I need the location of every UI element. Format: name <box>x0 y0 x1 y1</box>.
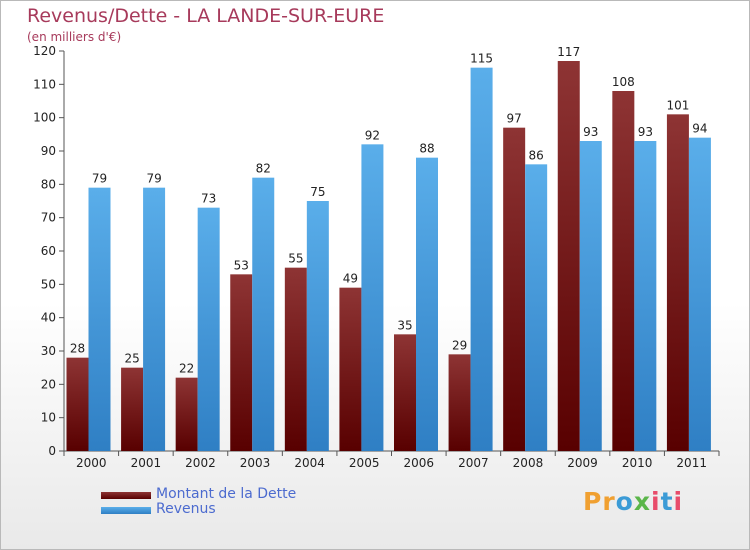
bar-value-label: 88 <box>419 142 434 156</box>
y-tick-label: 120 <box>33 44 56 58</box>
x-tick-label: 2011 <box>676 456 707 470</box>
y-tick-label: 30 <box>41 344 56 358</box>
y-tick-label: 0 <box>48 444 56 458</box>
bar <box>525 164 548 452</box>
y-tick-label: 90 <box>41 144 56 158</box>
bar-value-label: 73 <box>201 192 216 206</box>
y-tick-label: 40 <box>41 311 56 325</box>
y-tick-label: 10 <box>41 411 56 425</box>
bar <box>503 127 526 452</box>
x-tick-label: 2002 <box>185 456 216 470</box>
chart-subtitle: (en milliers d'€) <box>27 30 122 44</box>
x-tick-label: 2004 <box>294 456 325 470</box>
bar <box>612 91 635 451</box>
bar <box>394 334 416 451</box>
bar-value-label: 35 <box>397 318 412 332</box>
legend-swatch-debt <box>101 492 151 499</box>
bar-value-label: 82 <box>256 162 271 176</box>
bars <box>66 61 711 452</box>
x-tick-label: 2001 <box>131 456 162 470</box>
bar-value-label: 108 <box>612 75 635 89</box>
bar-value-label: 25 <box>124 352 139 366</box>
bar <box>470 67 493 452</box>
bar <box>361 144 384 452</box>
bar <box>284 267 307 451</box>
chart-title: Revenus/Dette - LA LANDE-SUR-EURE <box>27 5 385 27</box>
y-tick-label: 110 <box>33 77 56 91</box>
x-tick-label: 2007 <box>458 456 489 470</box>
x-tick-label: 2008 <box>513 456 544 470</box>
legend-label-revenus: Revenus <box>156 501 216 517</box>
bar-value-label: 92 <box>365 128 380 142</box>
bar-value-label: 115 <box>470 52 493 66</box>
bar-value-label: 101 <box>666 98 689 112</box>
bar <box>175 377 198 451</box>
bar <box>66 357 89 451</box>
x-tick-label: 2005 <box>349 456 380 470</box>
bar-value-label: 93 <box>583 125 598 139</box>
bar-value-label: 94 <box>692 122 707 136</box>
bar <box>306 201 329 451</box>
bar-value-label: 22 <box>179 362 194 376</box>
axes: 0 10 20 30 40 50 60 70 80 90 100 110 120 2000 2001 2002… <box>33 44 720 470</box>
bar <box>230 274 253 451</box>
bar-value-label: 97 <box>507 112 522 126</box>
bar-value-label: 75 <box>310 185 325 199</box>
bar <box>252 177 275 451</box>
y-tick-label: 100 <box>33 111 56 125</box>
bar <box>121 367 144 451</box>
bar <box>448 354 471 451</box>
bar <box>416 157 438 451</box>
bar-value-label: 29 <box>452 338 467 352</box>
bar-value-label: 93 <box>638 125 653 139</box>
proxiti-logo: Proxiti <box>583 487 684 516</box>
bar <box>557 61 580 451</box>
bar <box>88 187 111 451</box>
legend-label-debt: Montant de la Dette <box>156 486 297 502</box>
legend-swatch-revenus <box>101 507 151 514</box>
y-tick-label: 20 <box>41 377 56 391</box>
bar-value-label: 79 <box>92 172 107 186</box>
bar <box>339 287 362 451</box>
data-labels: 28 79 25 79 22 73 53 82 55 75 49 92 35 88 29 115 97 86 117… <box>70 45 708 376</box>
bar <box>197 207 220 451</box>
bar <box>634 141 657 451</box>
x-tick-label: 2009 <box>567 456 598 470</box>
bar <box>143 187 166 451</box>
bar-value-label: 79 <box>146 172 161 186</box>
bar <box>579 141 602 451</box>
y-tick-label: 70 <box>41 211 56 225</box>
bar <box>666 114 689 451</box>
x-tick-label: 2003 <box>240 456 271 470</box>
y-tick-label: 60 <box>41 244 56 258</box>
x-tick-label: 2010 <box>622 456 653 470</box>
bar-value-label: 55 <box>288 252 303 266</box>
bar-value-label: 28 <box>70 342 85 356</box>
x-tick-label: 2000 <box>76 456 107 470</box>
bar-value-label: 117 <box>557 45 580 59</box>
bar-value-label: 53 <box>234 258 249 272</box>
bar <box>688 137 711 451</box>
bar-value-label: 86 <box>529 148 544 162</box>
y-tick-label: 50 <box>41 277 56 291</box>
x-tick-label: 2006 <box>404 456 435 470</box>
y-tick-label: 80 <box>41 177 56 191</box>
bar-value-label: 49 <box>343 272 358 286</box>
